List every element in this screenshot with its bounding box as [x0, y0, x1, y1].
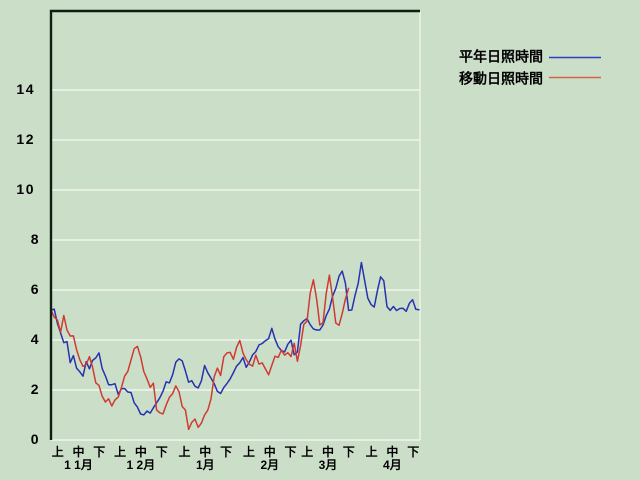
svg-text:下: 下	[284, 445, 296, 459]
svg-text:12: 12	[16, 131, 35, 147]
svg-text:4月: 4月	[383, 458, 402, 472]
svg-text:上: 上	[301, 444, 313, 459]
svg-text:2月: 2月	[260, 458, 279, 472]
svg-text:下: 下	[156, 445, 168, 459]
svg-text:2: 2	[31, 381, 40, 397]
svg-text:3月: 3月	[319, 458, 338, 472]
svg-text:4: 4	[31, 331, 40, 347]
svg-text:上: 上	[52, 444, 64, 459]
svg-text:下: 下	[343, 445, 355, 459]
svg-text:14: 14	[16, 81, 35, 97]
svg-text:中: 中	[386, 444, 398, 459]
svg-text:移動日照時間: 移動日照時間	[459, 71, 543, 87]
svg-text:1月: 1月	[196, 458, 215, 472]
svg-text:中: 中	[199, 444, 211, 459]
svg-text:中: 中	[72, 444, 84, 459]
svg-text:1 2月: 1 2月	[127, 458, 156, 472]
svg-text:下: 下	[220, 445, 232, 459]
svg-text:上: 上	[366, 444, 378, 459]
svg-text:中: 中	[322, 444, 334, 459]
svg-text:中: 中	[135, 444, 147, 459]
svg-text:上: 上	[243, 444, 255, 459]
svg-text:下: 下	[93, 445, 105, 459]
svg-text:1 1月: 1 1月	[64, 458, 93, 472]
svg-text:8: 8	[31, 231, 40, 247]
svg-text:6: 6	[31, 281, 40, 297]
svg-text:中: 中	[264, 444, 276, 459]
svg-text:上: 上	[114, 444, 126, 459]
svg-text:0: 0	[31, 431, 40, 447]
svg-text:10: 10	[16, 181, 35, 197]
svg-text:下: 下	[407, 445, 419, 459]
svg-text:平年日照時間: 平年日照時間	[459, 49, 543, 65]
svg-text:上: 上	[178, 444, 190, 459]
